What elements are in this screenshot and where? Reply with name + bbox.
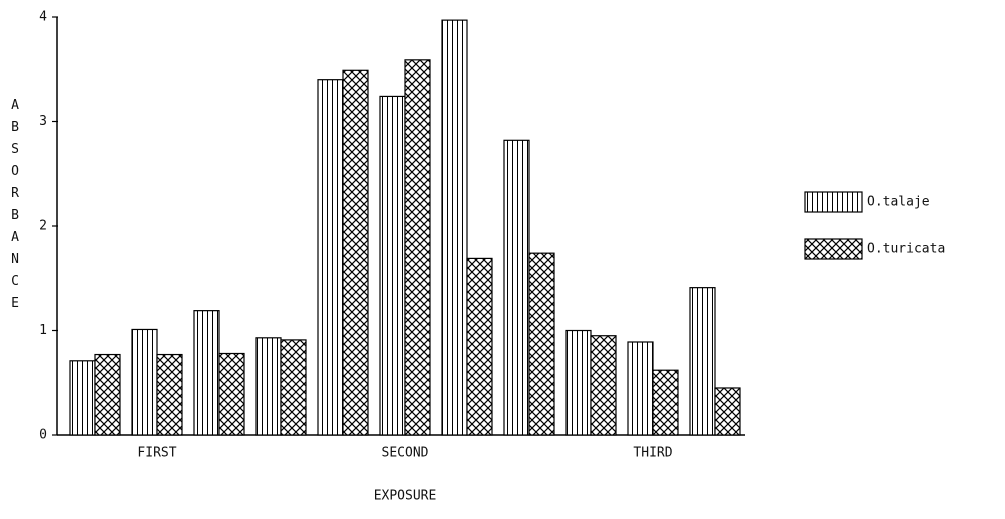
y-tick-label: 1 [39, 323, 47, 338]
x-tick-label: THIRD [633, 446, 672, 461]
y-tick-label: 0 [39, 428, 47, 443]
bar [652, 369, 679, 436]
legend-label: O.turicata [867, 242, 945, 257]
bar [627, 341, 654, 436]
y-tick-label: 2 [39, 219, 47, 234]
bar [193, 310, 220, 436]
bar [565, 329, 592, 436]
legend-swatch [804, 238, 863, 260]
bar [131, 328, 158, 436]
bar [404, 59, 431, 436]
legend-label: O.talaje [867, 195, 930, 210]
bar [379, 95, 406, 436]
x-tick-label: FIRST [137, 446, 176, 461]
bar [218, 352, 245, 436]
bar [280, 339, 307, 436]
bar [69, 360, 96, 436]
bar [503, 139, 530, 436]
bar [156, 353, 183, 436]
bar [317, 79, 344, 436]
x-tick-label: SECOND [382, 446, 429, 461]
bar [528, 252, 555, 436]
y-tick-label: 4 [39, 10, 47, 25]
bar [466, 257, 493, 436]
bar [689, 287, 716, 436]
x-axis-title: EXPOSURE [374, 489, 437, 504]
bar [714, 387, 741, 436]
legend-swatch [804, 191, 863, 213]
bar [590, 335, 617, 436]
y-tick-label: 3 [39, 114, 47, 129]
bar [255, 337, 282, 436]
y-axis-title: ABSORBANCE [8, 98, 23, 318]
bar [342, 69, 369, 436]
bar [94, 353, 121, 436]
bar [441, 19, 468, 436]
